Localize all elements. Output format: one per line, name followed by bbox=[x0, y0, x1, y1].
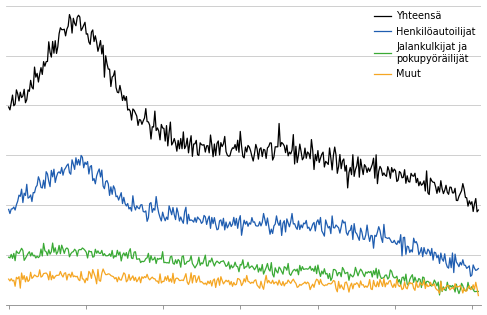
Jalankulkijat ja
pokupyöräilijät bbox=[24, 254, 30, 258]
Line: Henkilöautoilijat: Henkilöautoilijat bbox=[9, 155, 478, 276]
Yhteensä bbox=[8, 101, 14, 105]
Yhteensä bbox=[337, 153, 343, 157]
Jalankulkijat ja
pokupyöräilijät bbox=[475, 289, 481, 293]
Muut bbox=[24, 275, 30, 278]
Henkilöautoilijat bbox=[8, 207, 14, 211]
Line: Yhteensä: Yhteensä bbox=[9, 14, 478, 212]
Line: Jalankulkijat ja
pokupyöräilijät: Jalankulkijat ja pokupyöräilijät bbox=[9, 243, 478, 295]
Henkilöautoilijat bbox=[468, 274, 473, 278]
Jalankulkijat ja
pokupyöräilijät bbox=[126, 250, 132, 254]
Jalankulkijat ja
pokupyöräilijät bbox=[12, 259, 18, 263]
Muut bbox=[337, 286, 343, 290]
Muut bbox=[68, 275, 74, 279]
Henkilöautoilijat bbox=[126, 207, 132, 211]
Yhteensä bbox=[12, 102, 18, 106]
Henkilöautoilijat bbox=[337, 231, 343, 235]
Muut bbox=[6, 277, 12, 281]
Legend: Yhteensä, Henkilöautoilijat, Jalankulkijat ja
pokupyöräilijät, Muut: Yhteensä, Henkilöautoilijat, Jalankulkij… bbox=[371, 9, 479, 82]
Muut bbox=[8, 277, 14, 281]
Jalankulkijat ja
pokupyöräilijät bbox=[50, 241, 56, 245]
Muut bbox=[100, 267, 106, 271]
Jalankulkijat ja
pokupyöräilijät bbox=[8, 253, 14, 256]
Line: Muut: Muut bbox=[9, 269, 478, 295]
Jalankulkijat ja
pokupyöräilijät bbox=[337, 271, 343, 274]
Henkilöautoilijat bbox=[24, 182, 30, 186]
Henkilöautoilijat bbox=[68, 172, 74, 176]
Henkilöautoilijat bbox=[475, 267, 481, 271]
Yhteensä bbox=[474, 210, 480, 214]
Henkilöautoilijat bbox=[6, 208, 12, 211]
Yhteensä bbox=[6, 105, 12, 109]
Yhteensä bbox=[67, 13, 73, 16]
Muut bbox=[126, 272, 132, 276]
Henkilöautoilijat bbox=[12, 208, 18, 212]
Yhteensä bbox=[24, 98, 30, 102]
Yhteensä bbox=[69, 31, 75, 35]
Yhteensä bbox=[126, 107, 132, 111]
Muut bbox=[12, 284, 18, 288]
Jalankulkijat ja
pokupyöräilijät bbox=[69, 250, 75, 254]
Muut bbox=[475, 294, 481, 297]
Yhteensä bbox=[475, 208, 481, 212]
Henkilöautoilijat bbox=[78, 153, 84, 157]
Jalankulkijat ja
pokupyöräilijät bbox=[6, 255, 12, 259]
Jalankulkijat ja
pokupyöräilijät bbox=[437, 293, 443, 297]
